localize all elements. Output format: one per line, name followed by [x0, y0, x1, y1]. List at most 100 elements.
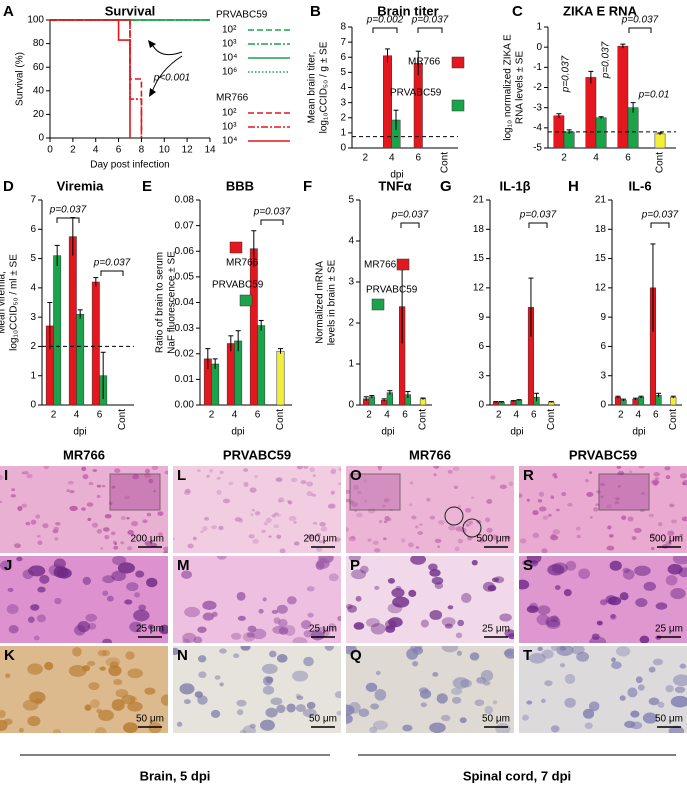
- cell: [248, 534, 255, 539]
- cell: [457, 504, 462, 509]
- cell: [273, 524, 279, 529]
- cell: [374, 585, 380, 590]
- cell: [269, 650, 277, 658]
- cell: [437, 545, 440, 548]
- cell: [164, 470, 168, 475]
- legend-swatch: [451, 56, 465, 69]
- cell: [564, 673, 576, 684]
- cell: [635, 598, 648, 608]
- cell: [346, 603, 353, 610]
- cell: [519, 538, 527, 544]
- y-tick-label: 100: [27, 15, 44, 26]
- x-axis-label: Day post infection: [90, 160, 170, 171]
- cell: [490, 475, 496, 480]
- cell: [129, 621, 143, 633]
- cell: [312, 626, 330, 639]
- cell: [327, 503, 336, 509]
- cell: [26, 473, 33, 479]
- cell: [429, 722, 446, 733]
- cell: [461, 527, 467, 533]
- cell: [367, 538, 372, 542]
- cell: [302, 708, 317, 718]
- cell: [508, 633, 514, 640]
- cell: [476, 677, 487, 684]
- cell: [575, 526, 581, 531]
- bar: [654, 133, 666, 149]
- cell: [300, 480, 307, 485]
- scale-bar-label: 25 μm: [482, 624, 510, 635]
- cell: [96, 494, 101, 499]
- legend-swatch: [451, 99, 465, 112]
- x-tick-label: 0: [47, 145, 53, 156]
- cell: [316, 558, 330, 569]
- cell: [33, 635, 40, 641]
- panel-letter: Q: [350, 647, 362, 664]
- cell: [69, 490, 75, 494]
- panel-letter: D: [3, 178, 14, 195]
- x-tick-label: Cont: [546, 409, 557, 430]
- cell: [262, 685, 275, 695]
- cell: [35, 514, 41, 519]
- cell: [610, 614, 616, 619]
- cell: [372, 540, 379, 545]
- y-tick-label: 6: [340, 52, 346, 63]
- cell: [200, 530, 204, 533]
- x-tick-label: 2: [362, 153, 368, 164]
- bar: [211, 363, 220, 406]
- cell: [471, 559, 478, 566]
- cell: [665, 575, 678, 586]
- cell: [415, 546, 420, 549]
- cell: [554, 585, 561, 591]
- cell: [447, 469, 453, 474]
- x-axis-label: dpi: [73, 427, 86, 438]
- cell: [238, 518, 244, 523]
- cell: [499, 484, 507, 490]
- cell: [182, 632, 197, 643]
- cell: [260, 719, 275, 731]
- cell: [596, 620, 603, 626]
- cell: [478, 538, 485, 543]
- cell: [276, 604, 288, 614]
- cell: [432, 672, 439, 677]
- cell: [54, 537, 59, 541]
- panel-letter: E: [142, 178, 152, 195]
- y-tick-label: 21: [473, 195, 485, 206]
- y-axis-label: Mean brain titer,: [307, 52, 318, 124]
- cell: [334, 537, 341, 542]
- y-axis-label: Survival (%): [15, 52, 26, 106]
- cell: [95, 727, 107, 733]
- cell: [351, 569, 367, 580]
- x-tick-label: 6: [625, 153, 631, 164]
- x-tick-label: 2: [366, 410, 372, 421]
- x-axis-label: dpi: [632, 427, 645, 438]
- y-tick-label: -3: [533, 102, 542, 113]
- cell: [419, 689, 432, 699]
- cell: [87, 517, 92, 522]
- cell: [187, 543, 194, 549]
- cell: [286, 703, 296, 713]
- cell: [678, 567, 687, 578]
- cell: [431, 576, 444, 585]
- cell: [296, 466, 304, 470]
- x-tick-label: Cont: [117, 409, 128, 430]
- cell: [464, 507, 472, 513]
- cell: [209, 468, 214, 473]
- cell: [665, 475, 671, 480]
- cell: [96, 528, 102, 534]
- y-tick-label: 9: [478, 312, 484, 323]
- cell: [378, 519, 383, 524]
- panel-letter: L: [177, 467, 186, 484]
- cell: [664, 466, 671, 471]
- y-tick-label: 21: [595, 195, 607, 206]
- y-tick-label: -5: [533, 143, 542, 154]
- cell: [627, 516, 634, 522]
- cell: [526, 605, 539, 613]
- cell: [437, 520, 445, 525]
- bar: [413, 63, 423, 149]
- cell: [616, 646, 631, 657]
- cell: [311, 493, 317, 497]
- y-tick-label: 12: [595, 282, 607, 293]
- legend-label: 10³: [222, 122, 237, 133]
- panel-letter: S: [523, 557, 533, 574]
- cell: [559, 646, 567, 652]
